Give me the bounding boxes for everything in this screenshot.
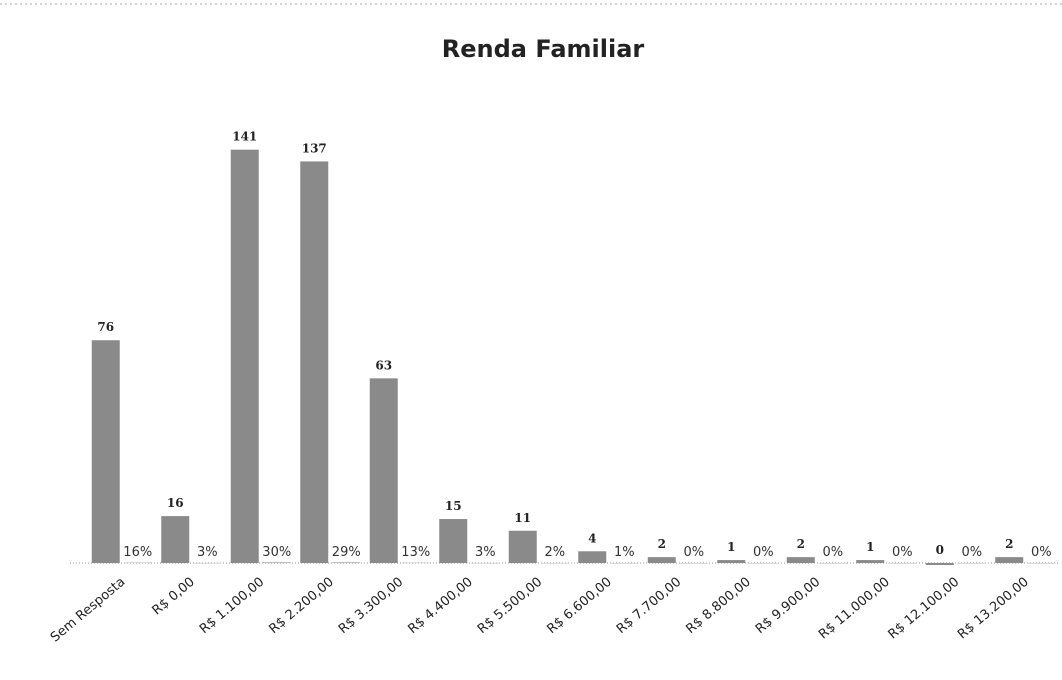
data-label: 29% [332,545,361,560]
bar [401,562,430,564]
data-label: 2 [658,537,666,551]
bar [786,557,815,563]
data-label: 76 [97,320,114,334]
bar [679,563,708,564]
x-tick-label: R$ 8.800,00 [683,575,753,637]
bar [1027,563,1056,564]
data-label: 15 [445,499,462,513]
x-tick-label: R$ 1.100,00 [197,575,267,637]
data-label: 3% [197,545,218,560]
data-label: 63 [375,358,392,372]
bar [749,563,778,564]
bar [193,562,222,564]
bar [91,340,120,563]
bar [508,530,537,563]
bar [161,516,190,563]
data-label: 1 [727,540,735,554]
x-tick-label: R$ 11.000,00 [816,575,893,643]
bar [995,557,1024,563]
data-label: 1 [866,540,874,554]
bar [262,562,291,563]
data-label: 16% [123,545,152,560]
data-label: 0% [1031,545,1052,560]
bar [647,557,676,563]
data-label: 3% [475,545,496,560]
data-label: 1% [614,545,635,560]
bar [856,560,885,563]
bar [300,161,329,563]
bar [471,562,500,564]
data-label: 141 [232,130,257,144]
data-label: 0% [683,545,704,560]
data-label: 2% [544,545,565,560]
data-label: 2 [797,537,805,551]
chart-title: Renda Familiar [442,35,645,63]
data-label: 4 [588,531,596,545]
x-tick-label: R$ 5.500,00 [475,575,545,637]
data-label: 0% [753,545,774,560]
bar [540,562,569,564]
bar [888,563,917,564]
data-label: 0% [822,545,843,560]
bar [230,149,259,563]
bar [925,563,954,565]
bar [332,562,361,563]
data-label: 30% [262,545,291,560]
x-tick-label: R$ 9.900,00 [753,575,823,637]
data-label: 2 [1005,537,1013,551]
bar [369,378,398,563]
x-tick-label: R$ 4.400,00 [405,575,475,637]
x-tick-label: R$ 13.200,00 [955,575,1032,643]
data-label: 11 [514,511,531,525]
bar [578,551,607,563]
x-tick-label: R$ 2.200,00 [266,575,336,637]
x-tick-label: R$ 3.300,00 [336,575,406,637]
data-label: 13% [401,545,430,560]
bar [957,563,986,564]
data-label: 16 [167,496,184,510]
bar [818,563,847,564]
bar [717,560,746,563]
bar [610,562,639,564]
x-tick-label: R$ 7.700,00 [614,575,684,637]
data-label: 0% [961,545,982,560]
data-label: 0% [892,545,913,560]
bar [439,519,468,563]
x-tick-label: Sem Resposta [48,575,128,646]
data-label: 137 [302,141,327,155]
x-tick-label: R$ 0,00 [150,575,198,619]
x-tick-label: R$ 6.600,00 [544,575,614,637]
data-label: 0 [936,543,944,557]
x-tick-label: R$ 12.100,00 [886,575,963,643]
bar [123,562,152,564]
